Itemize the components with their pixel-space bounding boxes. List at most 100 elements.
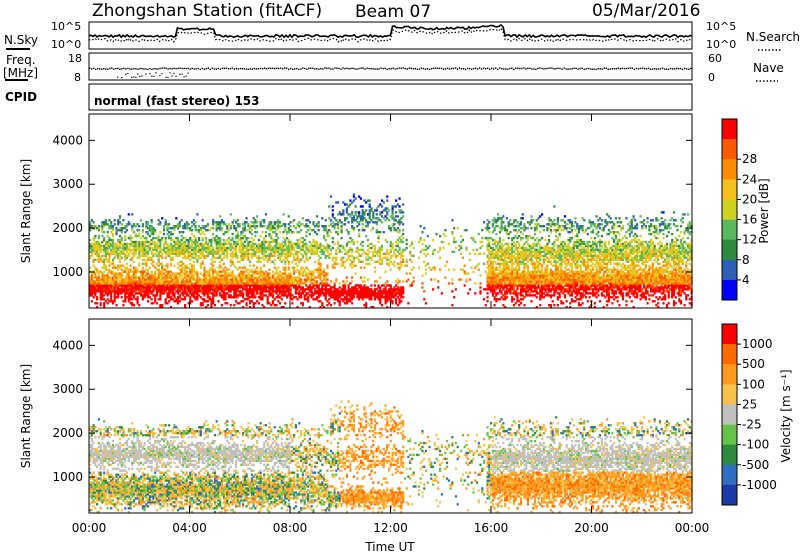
heatmap-cell: [502, 244, 505, 248]
heatmap-cell: [419, 238, 422, 242]
heatmap-cell: [263, 278, 266, 281]
heatmap-cell: [347, 221, 350, 224]
heatmap-cell: [345, 242, 348, 246]
heatmap-cell: [168, 294, 171, 297]
heatmap-cell: [219, 244, 222, 248]
heatmap-cell: [354, 272, 357, 275]
heatmap-cell: [474, 252, 477, 256]
heatmap-cell: [238, 250, 241, 254]
heatmap-cell: [134, 232, 137, 236]
heatmap-cell: [282, 278, 285, 281]
heatmap-cell: [314, 292, 317, 295]
freq-point: [241, 68, 244, 70]
heatmap-cell: [154, 246, 157, 250]
heatmap-cell: [171, 272, 174, 275]
heatmap-cell: [345, 292, 348, 295]
heatmap-cell: [389, 254, 392, 258]
heatmap-cell: [103, 254, 106, 258]
freq-point: [466, 67, 469, 70]
heatmap-cell: [247, 250, 250, 254]
heatmap-cell: [157, 236, 160, 240]
heatmap-cell: [324, 282, 327, 285]
heatmap-cell: [395, 300, 398, 303]
heatmap-cell: [124, 278, 127, 281]
heatmap-cell: [166, 252, 169, 256]
heatmap-cell: [500, 258, 503, 261]
freq-point: [211, 67, 213, 69]
heatmap-cell: [282, 236, 285, 240]
heatmap-cell: [377, 290, 380, 293]
heatmap-cell: [379, 294, 382, 297]
heatmap-cell: [349, 290, 352, 293]
heatmap-cell: [347, 240, 350, 244]
heatmap-cell: [500, 284, 503, 287]
heatmap-cell: [147, 282, 150, 285]
heatmap-cell: [92, 276, 95, 279]
heatmap-cell: [233, 280, 236, 283]
heatmap-cell: [104, 221, 107, 224]
heatmap-cell: [206, 286, 209, 289]
heatmap-cell: [395, 219, 398, 222]
heatmap-cell: [451, 250, 454, 254]
heatmap-cell: [191, 246, 194, 250]
freq-point: [615, 68, 617, 70]
heatmap-cell: [315, 248, 319, 252]
heatmap-cell: [92, 242, 95, 246]
heatmap-cell: [185, 292, 188, 295]
heatmap-cell: [189, 227, 192, 230]
heatmap-cell: [356, 225, 359, 228]
heatmap-cell: [143, 278, 146, 281]
heatmap-cell: [296, 282, 299, 285]
heatmap-cell: [201, 282, 204, 285]
heatmap-cell: [252, 270, 255, 273]
heatmap-cell: [384, 296, 387, 299]
heatmap-cell: [106, 231, 109, 234]
heatmap-cell: [479, 246, 482, 250]
heatmap-cell: [220, 244, 224, 248]
heatmap-cell: [479, 252, 482, 256]
heatmap-cell: [184, 264, 187, 267]
heatmap-cell: [94, 225, 97, 228]
heatmap-cell: [206, 294, 209, 297]
freq-point: [139, 67, 141, 70]
heatmap-cell: [254, 302, 257, 305]
heatmap-cell: [166, 227, 169, 230]
heatmap-cell: [326, 266, 329, 269]
heatmap-cell: [182, 294, 185, 297]
heatmap-cell: [90, 290, 93, 293]
heatmap-cell: [219, 225, 222, 228]
heatmap-cell: [405, 242, 408, 246]
heatmap-cell: [250, 288, 253, 291]
heatmap-cell: [366, 258, 370, 261]
heatmap-cell: [155, 262, 158, 265]
heatmap-cell: [192, 292, 195, 295]
heatmap-cell: [127, 236, 130, 240]
freq-point: [147, 68, 149, 71]
heatmap-cell: [284, 302, 287, 305]
heatmap-cell: [354, 213, 357, 216]
heatmap-cell: [111, 284, 115, 287]
heatmap-cell: [329, 292, 333, 295]
heatmap-cell: [243, 256, 246, 259]
heatmap-cell: [349, 199, 352, 202]
heatmap-cell: [500, 252, 503, 256]
heatmap-cell: [495, 298, 498, 301]
heatmap-cell: [358, 232, 361, 236]
heatmap-cell: [307, 246, 310, 250]
heatmap-cell: [104, 240, 107, 244]
heatmap-cell: [106, 240, 109, 244]
heatmap-cell: [264, 290, 268, 293]
heatmap-cell: [143, 244, 146, 248]
heatmap-cell: [338, 244, 341, 248]
heatmap-cell: [106, 272, 109, 275]
heatmap-cell: [282, 294, 285, 297]
heatmap-cell: [315, 296, 319, 299]
heatmap-cell: [166, 284, 169, 287]
heatmap-cell: [178, 284, 181, 287]
heatmap-cell: [94, 268, 97, 271]
heatmap-cell: [329, 219, 333, 222]
heatmap-cell: [215, 290, 218, 293]
heatmap-cell: [451, 278, 454, 281]
heatmap-cell: [189, 258, 192, 261]
heatmap-cell: [222, 296, 225, 299]
